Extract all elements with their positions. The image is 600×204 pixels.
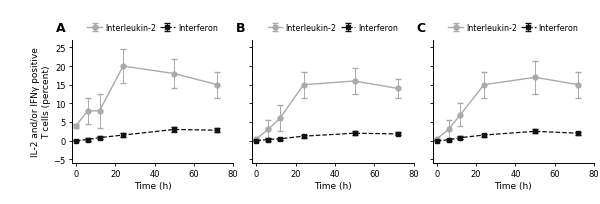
Text: C: C: [417, 22, 426, 35]
Text: A: A: [56, 22, 65, 35]
Text: B: B: [236, 22, 246, 35]
Legend: Interleukin-2, Interferon: Interleukin-2, Interferon: [86, 23, 218, 33]
Legend: Interleukin-2, Interferon: Interleukin-2, Interferon: [267, 23, 399, 33]
X-axis label: Time (h): Time (h): [494, 181, 532, 190]
Legend: Interleukin-2, Interferon: Interleukin-2, Interferon: [448, 23, 580, 33]
X-axis label: Time (h): Time (h): [314, 181, 352, 190]
X-axis label: Time (h): Time (h): [134, 181, 172, 190]
Y-axis label: IL-2 and/or IFNγ positive
T cells (percent): IL-2 and/or IFNγ positive T cells (perce…: [31, 47, 51, 157]
